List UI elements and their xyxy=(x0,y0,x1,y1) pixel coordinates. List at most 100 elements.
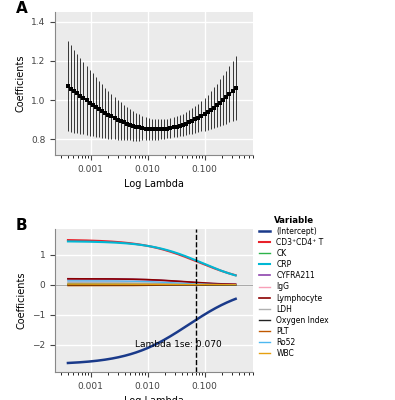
Line: WBC: WBC xyxy=(68,284,236,285)
Line: CYFRA211: CYFRA211 xyxy=(68,279,236,284)
CK xyxy=(186,282,191,287)
PLT xyxy=(86,283,90,288)
WBC xyxy=(132,282,137,287)
Line: LDH: LDH xyxy=(68,283,236,285)
Text: A: A xyxy=(16,0,28,16)
PLT xyxy=(233,282,238,287)
Line: Ro52: Ro52 xyxy=(68,281,236,285)
CK xyxy=(132,282,137,287)
Oxygen Index xyxy=(86,282,90,287)
CRP xyxy=(186,255,191,260)
Line: CD3⁺CD4⁺ T: CD3⁺CD4⁺ T xyxy=(68,240,236,275)
CK xyxy=(66,282,70,286)
WBC xyxy=(171,282,176,287)
(Intercept) xyxy=(86,359,90,364)
X-axis label: Log Lambda: Log Lambda xyxy=(124,179,184,189)
Ro52 xyxy=(186,281,191,286)
Oxygen Index xyxy=(66,282,70,287)
IgG xyxy=(120,279,125,284)
LDH xyxy=(188,282,192,287)
CD3⁺CD4⁺ T xyxy=(186,256,191,261)
Ro52 xyxy=(171,280,176,285)
(Intercept) xyxy=(171,332,176,337)
Ro52 xyxy=(233,282,238,287)
CYFRA211 xyxy=(66,276,70,281)
Line: (Intercept): (Intercept) xyxy=(68,299,236,363)
PLT xyxy=(188,282,192,287)
CYFRA211 xyxy=(233,282,238,287)
CK xyxy=(188,282,192,287)
Lymphocyte xyxy=(86,276,90,281)
WBC xyxy=(188,282,192,287)
(Intercept) xyxy=(186,322,191,327)
WBC xyxy=(233,282,238,287)
Oxygen Index xyxy=(132,282,137,287)
Lymphocyte xyxy=(233,282,238,287)
Oxygen Index xyxy=(233,282,238,287)
CD3⁺CD4⁺ T xyxy=(86,238,90,243)
Y-axis label: Coefficients: Coefficients xyxy=(17,272,27,329)
CD3⁺CD4⁺ T xyxy=(233,273,238,278)
Lymphocyte xyxy=(132,277,137,282)
Oxygen Index xyxy=(188,282,192,287)
WBC xyxy=(66,282,70,286)
Oxygen Index xyxy=(171,282,176,287)
CD3⁺CD4⁺ T xyxy=(188,256,192,261)
LDH xyxy=(86,280,90,285)
CRP xyxy=(132,242,137,246)
(Intercept) xyxy=(188,322,192,326)
IgG xyxy=(86,278,90,283)
CYFRA211 xyxy=(120,277,125,282)
Ro52 xyxy=(66,278,70,283)
CRP xyxy=(233,273,238,278)
Text: B: B xyxy=(16,218,27,233)
IgG xyxy=(132,279,137,284)
CK xyxy=(86,282,90,286)
LDH xyxy=(66,280,70,285)
Lymphocyte xyxy=(188,280,192,284)
(Intercept) xyxy=(132,351,137,356)
CD3⁺CD4⁺ T xyxy=(132,241,137,246)
CRP xyxy=(66,239,70,244)
X-axis label: Log Lambda: Log Lambda xyxy=(124,396,184,400)
(Intercept) xyxy=(66,360,70,365)
IgG xyxy=(186,281,191,286)
Line: CK: CK xyxy=(68,284,236,285)
Ro52 xyxy=(120,279,125,284)
PLT xyxy=(171,283,176,288)
CRP xyxy=(86,239,90,244)
CYFRA211 xyxy=(188,280,192,285)
Text: Lambda 1se: 0.070: Lambda 1se: 0.070 xyxy=(135,340,222,350)
CYFRA211 xyxy=(186,280,191,285)
CYFRA211 xyxy=(171,279,176,284)
Ro52 xyxy=(188,281,192,286)
Lymphocyte xyxy=(66,276,70,281)
IgG xyxy=(233,282,238,287)
Line: PLT: PLT xyxy=(68,285,236,286)
LDH xyxy=(233,282,238,287)
WBC xyxy=(120,282,125,287)
WBC xyxy=(86,282,90,286)
PLT xyxy=(66,283,70,288)
CRP xyxy=(188,256,192,260)
LDH xyxy=(186,282,191,287)
CK xyxy=(233,282,238,287)
CD3⁺CD4⁺ T xyxy=(66,238,70,242)
CK xyxy=(120,282,125,287)
CD3⁺CD4⁺ T xyxy=(171,250,176,255)
LDH xyxy=(171,282,176,286)
IgG xyxy=(188,281,192,286)
Lymphocyte xyxy=(171,278,176,283)
CRP xyxy=(171,250,176,254)
Line: Lymphocyte: Lymphocyte xyxy=(68,279,236,284)
(Intercept) xyxy=(120,354,125,359)
LDH xyxy=(120,280,125,285)
(Intercept) xyxy=(233,296,238,301)
IgG xyxy=(171,280,176,285)
CK xyxy=(171,282,176,287)
PLT xyxy=(132,283,137,288)
CD3⁺CD4⁺ T xyxy=(120,240,125,245)
IgG xyxy=(66,278,70,283)
LDH xyxy=(132,280,137,285)
PLT xyxy=(120,283,125,288)
